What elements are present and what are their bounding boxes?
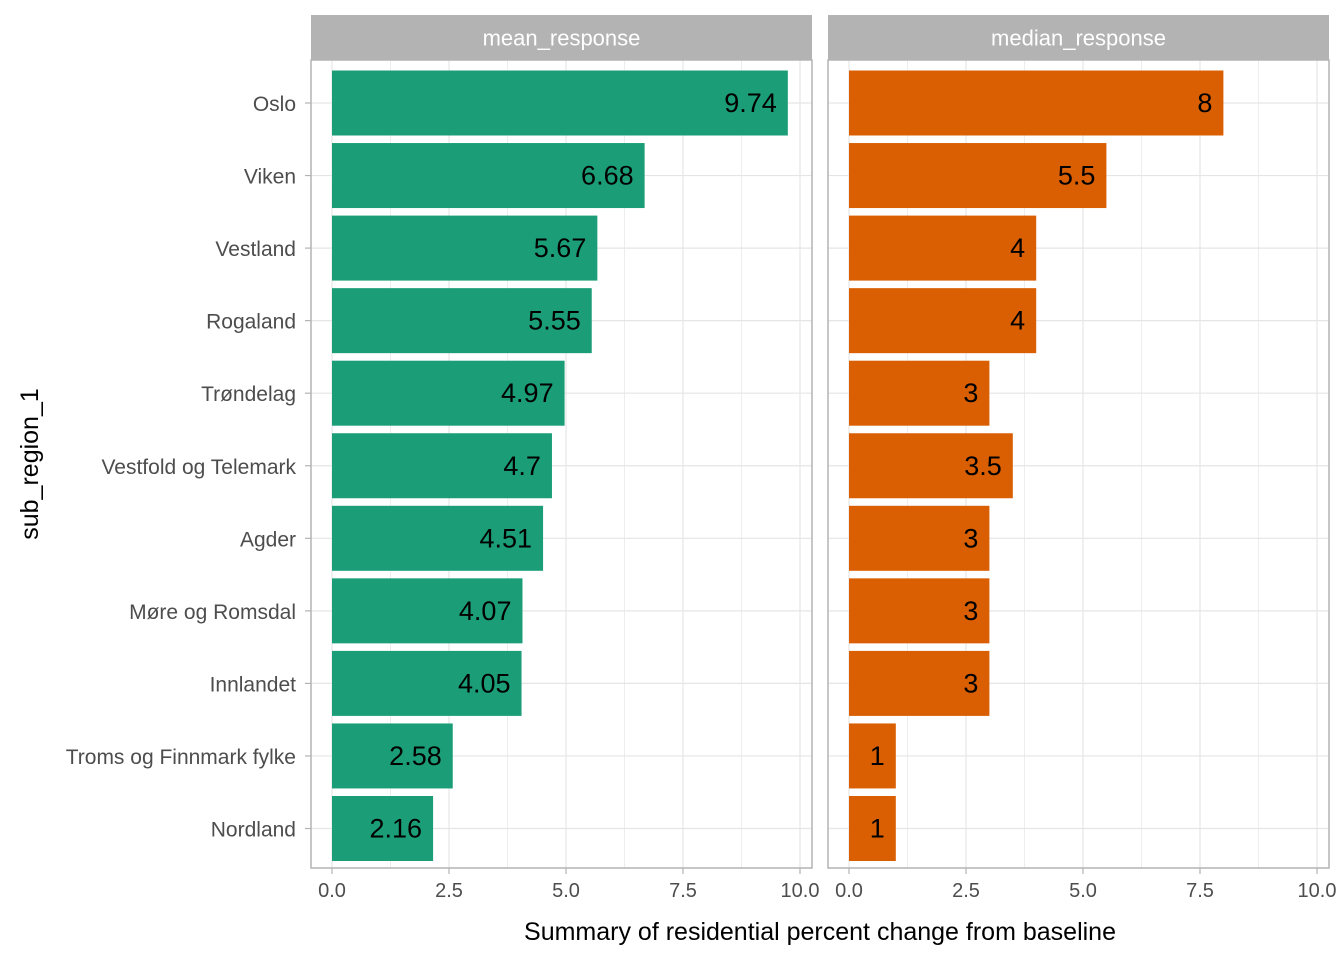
facet-strip-label: median_response: [991, 26, 1166, 51]
bar-Vestfold og Telemark: [849, 433, 1013, 499]
bar-value-label: 4.7: [503, 451, 541, 481]
bar-value-label: 4.97: [501, 378, 554, 408]
y-tick-label: Nordland: [211, 819, 296, 842]
bar-value-label: 3: [963, 596, 978, 626]
bar-Trøndelag: [849, 360, 990, 426]
y-tick-label: Innlandet: [210, 673, 297, 696]
y-tick-label: Vestfold og Telemark: [101, 456, 296, 479]
bar-Oslo: [332, 70, 788, 136]
bar-Viken: [849, 143, 1107, 209]
bar-Troms og Finnmark fylke: [849, 723, 896, 789]
bar-value-label: 3: [963, 668, 978, 698]
y-tick-label: Trøndelag: [201, 383, 296, 406]
bar-value-label: 3.5: [964, 451, 1002, 481]
panel-border: [827, 59, 1330, 869]
bar-Agder: [849, 505, 990, 571]
bar-value-label: 4.05: [458, 668, 511, 698]
y-tick-label: Møre og Romsdal: [129, 601, 296, 624]
bar-Viken: [332, 143, 645, 209]
x-tick-label: 2.5: [435, 880, 463, 902]
bar-value-label: 4.51: [480, 523, 533, 553]
bar-value-label: 3: [963, 378, 978, 408]
x-tick-label: 2.5: [952, 880, 980, 902]
x-tick-label: 5.0: [552, 880, 580, 902]
y-tick-label: Troms og Finnmark fylke: [66, 746, 296, 769]
facet-strip: [828, 15, 1329, 60]
bar-value-label: 4: [1010, 233, 1025, 263]
bar-Rogaland: [332, 288, 592, 354]
x-tick-label: 10.0: [1298, 880, 1337, 902]
bar-Nordland: [849, 796, 896, 861]
bar-Innlandet: [332, 650, 522, 716]
y-axis-title: sub_region_1: [16, 388, 44, 540]
x-tick-label: 7.5: [1186, 880, 1214, 902]
bar-Trøndelag: [332, 360, 565, 426]
bar-value-label: 5.67: [534, 233, 587, 263]
bar-value-label: 8: [1197, 88, 1212, 118]
y-tick-label: Viken: [244, 166, 296, 189]
bar-value-label: 4.07: [459, 596, 512, 626]
bar-Troms og Finnmark fylke: [332, 723, 453, 789]
bar-Innlandet: [849, 650, 990, 716]
bar-value-label: 6.68: [581, 161, 634, 191]
bar-value-label: 9.74: [724, 88, 777, 118]
panel-border: [310, 59, 813, 869]
bar-Agder: [332, 505, 544, 571]
bar-value-label: 3: [963, 523, 978, 553]
x-tick-label: 10.0: [781, 880, 820, 902]
x-tick-label: 0.0: [318, 880, 346, 902]
bar-value-label: 5.5: [1058, 161, 1096, 191]
bar-value-label: 2.16: [370, 814, 423, 844]
y-tick-label: Rogaland: [206, 311, 296, 334]
y-tick-label: Agder: [240, 528, 296, 551]
bar-value-label: 1: [870, 814, 885, 844]
x-tick-label: 7.5: [669, 880, 697, 902]
bar-value-label: 4: [1010, 306, 1025, 336]
bar-value-label: 5.55: [528, 306, 581, 336]
y-tick-label: Oslo: [253, 93, 296, 116]
bar-value-label: 1: [870, 741, 885, 771]
bar-Vestfold og Telemark: [332, 433, 552, 499]
bar-Vestland: [332, 215, 598, 281]
bar-Møre og Romsdal: [849, 578, 990, 644]
x-tick-label: 0.0: [835, 880, 863, 902]
y-tick-label: Vestland: [215, 238, 296, 261]
bar-Nordland: [332, 796, 434, 861]
bar-value-label: 2.58: [389, 741, 442, 771]
x-axis-title: Summary of residential percent change fr…: [524, 918, 1116, 946]
bar-Oslo: [849, 70, 1224, 136]
bar-Rogaland: [849, 288, 1037, 354]
bar-Møre og Romsdal: [332, 578, 523, 644]
x-tick-label: 5.0: [1069, 880, 1097, 902]
facet-panel-mean_response: mean_response 9.74 6.68 5.67 5.55 4.97 4.7 4.51…: [310, 15, 820, 902]
bar-Vestland: [849, 215, 1037, 281]
facet-strip-label: mean_response: [483, 26, 641, 51]
facet-strip: [311, 15, 812, 60]
